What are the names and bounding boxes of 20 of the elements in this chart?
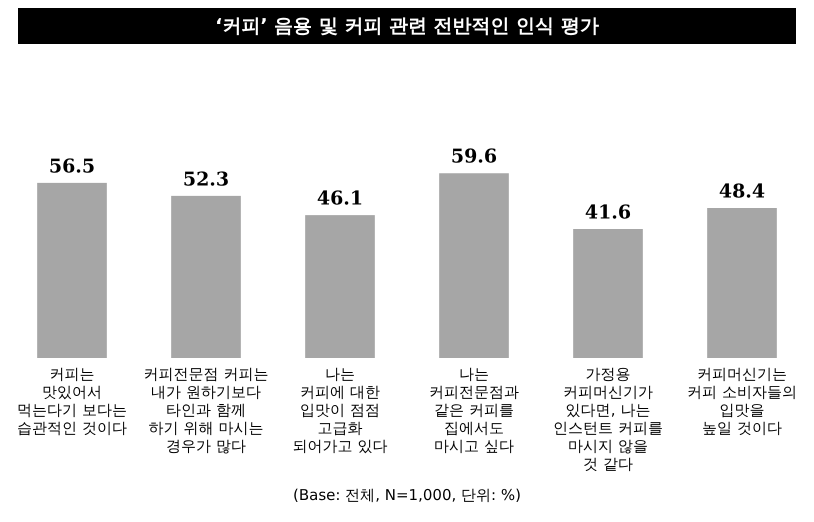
- data-label: 52.3: [182, 168, 230, 190]
- bar: [573, 229, 643, 358]
- x-tick-label: 커피전문점 커피는 내가 원하기보다 타인과 함께 하기 위해 마시는 경우가 많다: [144, 364, 268, 455]
- data-label: 41.6: [584, 201, 632, 224]
- x-tick-label: 가정용 커피머신기가 있다면, 나는 인스턴트 커피를 마시지 않을 것 같다: [553, 364, 663, 473]
- data-label: 48.4: [718, 180, 766, 202]
- text: (Base: 전체, N=1,000, 단위: %): [292, 486, 522, 505]
- x-tick-label: 커피머신기는 커피 소비자들의 입맛을 높일 것이다: [687, 364, 797, 437]
- x-tick-label: 나는 커피에 대한 입맛이 점점 고급화 되어가고 있다: [292, 364, 388, 455]
- bar: [439, 173, 509, 358]
- data-label: 59.6: [450, 146, 498, 168]
- bar: [305, 215, 375, 358]
- x-tick-label: 커피는 맛있어서 먹는다기 보다는 습관적인 것이다: [17, 364, 127, 437]
- bar: [171, 196, 241, 358]
- bar: [707, 208, 777, 358]
- bar: [37, 182, 107, 358]
- data-label: 46.1: [316, 188, 364, 210]
- chart-title: ‘커피’ 음용 및 커피 관련 전반적인 인식 평가: [18, 8, 796, 44]
- data-label: 56.5: [48, 155, 96, 178]
- x-tick-label: 나는 커피전문점과 같은 커피를 집에서도 마시고 싶다: [429, 364, 519, 455]
